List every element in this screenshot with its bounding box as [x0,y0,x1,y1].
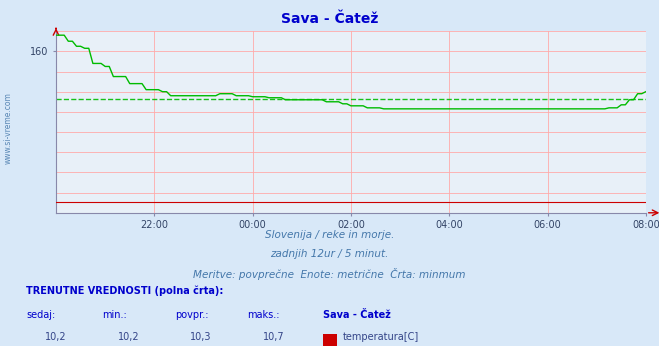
Text: Sava - Čatež: Sava - Čatež [323,310,391,320]
Text: 10,7: 10,7 [263,332,284,342]
Text: 10,2: 10,2 [118,332,139,342]
Text: 10,2: 10,2 [45,332,67,342]
Text: min.:: min.: [102,310,127,320]
Text: www.si-vreme.com: www.si-vreme.com [4,92,13,164]
Text: zadnjih 12ur / 5 minut.: zadnjih 12ur / 5 minut. [270,249,389,259]
Text: sedaj:: sedaj: [26,310,55,320]
Text: Sava - Čatež: Sava - Čatež [281,12,378,26]
Text: Meritve: povprečne  Enote: metrične  Črta: minmum: Meritve: povprečne Enote: metrične Črta:… [193,268,466,280]
Text: povpr.:: povpr.: [175,310,208,320]
Text: 10,3: 10,3 [190,332,212,342]
Text: maks.:: maks.: [247,310,279,320]
Text: Slovenija / reke in morje.: Slovenija / reke in morje. [265,230,394,240]
Text: TRENUTNE VREDNOSTI (polna črta):: TRENUTNE VREDNOSTI (polna črta): [26,285,224,296]
Text: temperatura[C]: temperatura[C] [343,332,419,342]
